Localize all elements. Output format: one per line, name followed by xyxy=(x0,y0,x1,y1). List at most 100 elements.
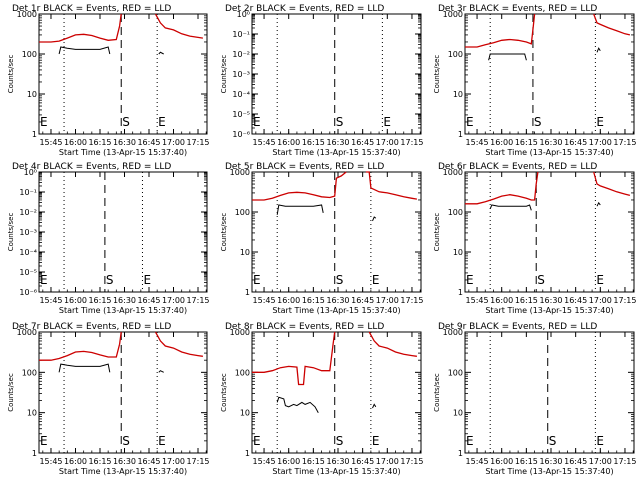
x-tick-label: 16:00 xyxy=(490,138,513,147)
x-tick-label: 17:00 xyxy=(376,296,399,305)
x-tick-label: 16:45 xyxy=(137,138,160,147)
y-tick-label: 10 xyxy=(453,248,463,257)
x-tick-label: 17:00 xyxy=(589,296,612,305)
events-series-line xyxy=(596,47,601,53)
y-tick-label: 10 xyxy=(453,90,463,99)
x-tick-label: 16:45 xyxy=(564,296,587,305)
y-tick-label: 10⁻¹ xyxy=(19,188,37,197)
y-axis-label: Counts/sec xyxy=(220,373,228,412)
event-marker-label: E xyxy=(40,434,48,448)
x-axis-label: Start Time (13-Apr-15 15:37:40) xyxy=(272,148,400,157)
y-tick-label: 1 xyxy=(245,449,250,458)
y-tick-label: 100 xyxy=(448,50,463,59)
x-tick-label: 16:15 xyxy=(302,138,325,147)
x-tick-label: 16:30 xyxy=(539,138,562,147)
event-marker-label: E xyxy=(143,273,151,287)
y-tick-label: 100 xyxy=(235,208,250,217)
axes-frame xyxy=(38,331,208,454)
panel-title: Det 3r BLACK = Events, RED = LLD xyxy=(438,4,597,14)
event-marker-label: E xyxy=(383,115,391,129)
y-axis-label: Counts/sec xyxy=(220,55,228,94)
panel-title: Det 6r BLACK = Events, RED = LLD xyxy=(438,162,597,172)
x-tick-label: 17:00 xyxy=(162,296,185,305)
x-tick-label: 16:00 xyxy=(490,457,513,466)
x-tick-label: 15:45 xyxy=(466,457,489,466)
y-tick-label: 10⁰ xyxy=(237,10,250,19)
events-series-line xyxy=(158,370,164,373)
lld-series-line xyxy=(593,171,631,197)
y-tick-label: 1 xyxy=(458,288,463,297)
x-tick-label: 16:45 xyxy=(137,296,160,305)
event-marker-label: E xyxy=(40,115,48,129)
lld-series-line xyxy=(593,13,631,36)
y-tick-label: 1000 xyxy=(230,168,250,177)
lld-series-line xyxy=(252,331,336,386)
x-tick-label: 16:45 xyxy=(137,457,160,466)
event-marker-label: S xyxy=(122,434,130,448)
y-tick-label: 1 xyxy=(32,130,37,139)
y-tick-label: 10 xyxy=(240,248,250,257)
lld-series-line xyxy=(465,13,536,48)
x-tick-label: 17:15 xyxy=(400,296,423,305)
x-axis-label: Start Time (13-Apr-15 15:37:40) xyxy=(59,306,187,315)
event-marker-label: S xyxy=(534,115,542,129)
y-tick-label: 10⁻² xyxy=(19,208,37,217)
axes-frame xyxy=(251,171,422,293)
axes-frame xyxy=(464,171,635,293)
x-tick-label: 17:15 xyxy=(186,457,209,466)
event-marker-label: E xyxy=(253,273,261,287)
events-series-line xyxy=(58,46,111,55)
event-marker-label: S xyxy=(122,115,130,129)
x-tick-label: 15:45 xyxy=(466,296,489,305)
lld-series-line xyxy=(154,331,203,357)
events-series-line xyxy=(372,403,377,409)
axes-frame xyxy=(38,13,208,135)
events-series-line xyxy=(158,51,164,55)
x-axis-label: Start Time (13-Apr-15 15:37:40) xyxy=(485,148,613,157)
x-tick-label: 16:15 xyxy=(88,296,111,305)
x-tick-label: 16:30 xyxy=(113,138,136,147)
event-marker-label: E xyxy=(596,434,604,448)
x-tick-label: 15:45 xyxy=(253,296,276,305)
y-tick-label: 10⁰ xyxy=(24,168,37,177)
y-tick-label: 1 xyxy=(32,449,37,458)
x-axis-label: Start Time (13-Apr-15 15:37:40) xyxy=(59,148,187,157)
y-tick-label: 10⁻³ xyxy=(232,70,250,79)
x-tick-label: 15:45 xyxy=(253,138,276,147)
x-tick-label: 16:15 xyxy=(515,296,538,305)
x-tick-label: 17:00 xyxy=(376,138,399,147)
y-tick-label: 10⁻⁴ xyxy=(232,90,250,99)
panel-title: Det 7r BLACK = Events, RED = LLD xyxy=(12,322,171,332)
y-tick-label: 10⁻⁶ xyxy=(232,130,250,139)
y-tick-label: 100 xyxy=(22,50,37,59)
x-tick-label: 16:15 xyxy=(88,138,111,147)
event-marker-label: E xyxy=(596,273,604,287)
y-tick-label: 1000 xyxy=(443,168,463,177)
event-marker-label: E xyxy=(158,434,166,448)
x-tick-label: 16:45 xyxy=(564,457,587,466)
panel-title: Det 9r BLACK = Events, RED = LLD xyxy=(438,322,597,332)
event-marker-label: S xyxy=(336,273,344,287)
x-tick-label: 16:15 xyxy=(88,457,111,466)
y-axis-label: Counts/sec xyxy=(7,213,15,252)
x-tick-label: 16:30 xyxy=(113,457,136,466)
y-axis-label: Counts/sec xyxy=(7,373,15,412)
panel-title: Det 5r BLACK = Events, RED = LLD xyxy=(225,162,384,172)
y-axis-label: Counts/sec xyxy=(433,55,441,94)
y-tick-label: 10 xyxy=(27,409,37,418)
x-axis-label: Start Time (13-Apr-15 15:37:40) xyxy=(59,467,187,476)
events-series-line xyxy=(58,363,111,373)
x-tick-label: 16:30 xyxy=(326,457,349,466)
x-tick-label: 17:00 xyxy=(589,457,612,466)
x-tick-label: 16:30 xyxy=(113,296,136,305)
x-axis-label: Start Time (13-Apr-15 15:37:40) xyxy=(272,467,400,476)
event-marker-label: E xyxy=(372,273,380,287)
x-tick-label: 16:30 xyxy=(326,296,349,305)
y-tick-label: 1 xyxy=(245,288,250,297)
x-tick-label: 16:30 xyxy=(539,457,562,466)
x-axis-label: Start Time (13-Apr-15 15:37:40) xyxy=(485,467,613,476)
panel-title: Det 2r BLACK = Events, RED = LLD xyxy=(225,4,384,14)
event-marker-label: E xyxy=(253,434,261,448)
